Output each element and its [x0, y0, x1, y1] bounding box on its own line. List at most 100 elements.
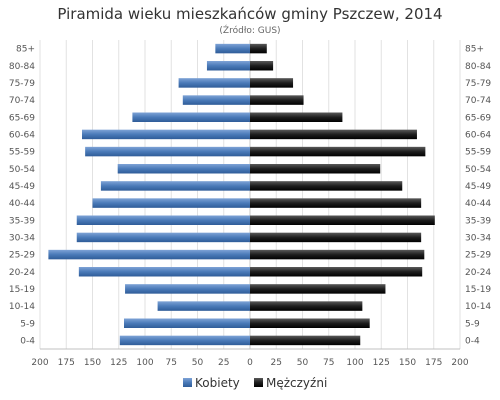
category-label-right: 40-44	[465, 199, 491, 209]
bar-mezczyzni	[250, 43, 267, 54]
category-label-right: 50-54	[465, 165, 491, 175]
category-label-left: 50-54	[9, 165, 35, 175]
bar-mezczyzni	[250, 112, 343, 122]
bar-kobiety	[85, 146, 251, 157]
bar-mezczyzni	[250, 198, 422, 208]
x-tick-label: 175	[58, 358, 75, 368]
bar-mezczyzni	[250, 301, 363, 311]
category-label-left: 10-14	[9, 302, 35, 312]
bar-kobiety	[100, 181, 251, 191]
x-tick-label: 100	[136, 358, 153, 368]
category-label-right: 70-74	[465, 96, 491, 106]
category-label-left: 40-44	[9, 199, 35, 209]
bars	[48, 43, 435, 346]
bar-kobiety	[119, 335, 250, 346]
category-label-right: 10-14	[465, 302, 491, 312]
bar-kobiety	[178, 78, 250, 88]
x-tick-label: 100	[346, 358, 363, 368]
x-tick-label: 175	[425, 358, 442, 368]
x-tick-label: 75	[323, 358, 334, 368]
bar-kobiety	[157, 301, 250, 311]
category-label-right: 0-4	[465, 336, 480, 346]
x-tick-label: 150	[84, 358, 101, 368]
bar-mezczyzni	[250, 164, 381, 174]
category-label-right: 60-64	[465, 130, 491, 140]
chart-title: Piramida wieku mieszkańców gminy Pszczew…	[57, 5, 442, 23]
category-label-left: 70-74	[9, 96, 35, 106]
bar-mezczyzni	[250, 78, 294, 88]
x-tick-label: 200	[31, 358, 48, 368]
bar-mezczyzni	[250, 215, 435, 225]
x-tick-label: 150	[399, 358, 416, 368]
legend-label-mezczyzni: Mężczyźni	[266, 376, 327, 390]
bar-mezczyzni	[250, 284, 386, 294]
category-label-left: 35-39	[9, 216, 35, 226]
category-label-left: 25-29	[9, 251, 35, 261]
bar-mezczyzni	[250, 129, 417, 140]
x-tick-label: 125	[110, 358, 127, 368]
bar-kobiety	[206, 61, 250, 71]
category-label-left: 20-24	[9, 268, 35, 278]
x-tick-label: 125	[373, 358, 390, 368]
category-label-left: 30-34	[9, 233, 35, 243]
legend: Kobiety Mężczyźni	[183, 376, 327, 390]
bar-kobiety	[76, 232, 250, 243]
x-tick-label: 50	[297, 358, 309, 368]
bar-kobiety	[117, 164, 250, 174]
category-label-left: 5-9	[20, 319, 35, 329]
bar-kobiety	[78, 267, 250, 277]
x-axis: 200 175 150 125 100 75 50 25 0 25 50 75 100 125 150 175…	[31, 358, 468, 368]
chart-subtitle: (Źródło: GUS)	[219, 24, 280, 36]
x-tick-label: 25	[218, 358, 229, 368]
category-label-right: 85+	[465, 45, 484, 55]
category-label-right: 20-24	[465, 268, 491, 278]
bar-mezczyzni	[250, 232, 422, 243]
category-label-left: 80-84	[9, 62, 35, 72]
category-label-right: 55-59	[465, 148, 491, 158]
bar-mezczyzni	[250, 335, 361, 346]
bar-mezczyzni	[250, 267, 423, 277]
x-tick-label: 200	[451, 358, 468, 368]
category-label-right: 25-29	[465, 251, 491, 261]
category-label-left: 65-69	[9, 113, 35, 123]
legend-label-kobiety: Kobiety	[195, 376, 240, 390]
grid-lines	[39, 40, 461, 350]
bar-kobiety	[82, 129, 250, 140]
legend-swatch-kobiety	[183, 378, 192, 387]
category-label-right: 30-34	[465, 233, 491, 243]
bar-kobiety	[182, 95, 250, 105]
x-tick-label: 0	[247, 358, 253, 368]
category-label-left: 75-79	[9, 79, 35, 89]
bar-kobiety	[48, 249, 251, 260]
x-tick-label: 50	[192, 358, 204, 368]
category-label-right: 35-39	[465, 216, 491, 226]
category-label-left: 55-59	[9, 148, 35, 158]
bar-mezczyzni	[250, 249, 425, 260]
legend-swatch-mezczyzni	[254, 378, 263, 387]
category-labels: 85+ 85+ 80-84 80-84 75-79 75-79 70-74 70-74 65-6…	[9, 45, 492, 347]
bar-kobiety	[124, 318, 250, 328]
x-tick-label: 75	[166, 358, 177, 368]
category-label-left: 0-4	[20, 336, 35, 346]
x-tick-label: 25	[271, 358, 282, 368]
bar-mezczyzni	[250, 146, 426, 157]
bar-kobiety	[132, 112, 250, 122]
category-label-right: 45-49	[465, 182, 491, 192]
bar-mezczyzni	[250, 318, 370, 328]
category-label-left: 85+	[16, 45, 35, 55]
category-label-right: 80-84	[465, 62, 491, 72]
category-label-right: 15-19	[465, 285, 491, 295]
bar-mezczyzni	[250, 181, 403, 191]
category-label-right: 75-79	[465, 79, 491, 89]
category-label-right: 65-69	[465, 113, 491, 123]
category-label-right: 5-9	[465, 319, 480, 329]
bar-mezczyzni	[250, 95, 304, 105]
bar-kobiety	[92, 198, 250, 208]
bar-kobiety	[215, 43, 250, 54]
category-label-left: 15-19	[9, 285, 35, 295]
bar-kobiety	[125, 284, 250, 294]
category-label-left: 60-64	[9, 130, 35, 140]
bar-kobiety	[76, 215, 250, 225]
bar-mezczyzni	[250, 61, 274, 71]
